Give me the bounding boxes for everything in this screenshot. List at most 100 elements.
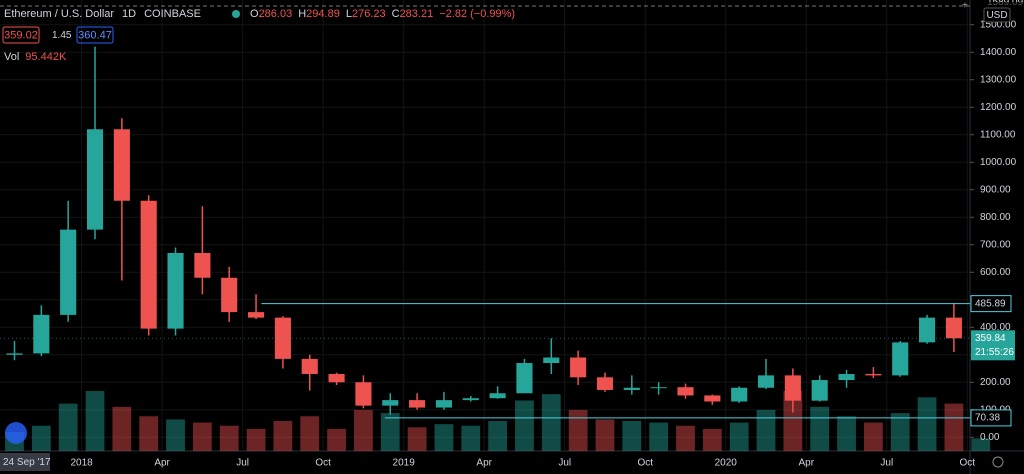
ohlc-value: 283.21 bbox=[400, 8, 434, 20]
overlay: Ethereum / U.S. Dollar 1D COINBASE O286.03… bbox=[2, 8, 515, 63]
candle-body bbox=[489, 393, 506, 399]
volume-label: Vol bbox=[4, 51, 19, 63]
volume-bar bbox=[166, 419, 185, 451]
y-tick-label: 600.00 bbox=[980, 267, 1011, 278]
candle-body bbox=[650, 387, 667, 389]
candle-body bbox=[570, 357, 587, 378]
candle-body bbox=[757, 375, 775, 388]
volume-bar bbox=[488, 421, 508, 451]
volume-bar bbox=[944, 403, 964, 451]
ohlc-key: L bbox=[346, 8, 352, 20]
ask-box[interactable] bbox=[76, 26, 114, 44]
ohlc-value: 276.23 bbox=[352, 8, 386, 20]
last-price-box bbox=[971, 330, 1015, 361]
x-tick-label: Oct bbox=[960, 458, 976, 469]
volume-bar bbox=[139, 416, 159, 451]
x-tick-label: Apr bbox=[798, 458, 814, 469]
volume-bar bbox=[380, 413, 400, 451]
candle-body bbox=[945, 317, 962, 339]
settings[interactable] bbox=[992, 456, 1004, 468]
bid-box[interactable] bbox=[2, 26, 40, 44]
volume-bar bbox=[273, 421, 293, 451]
symbol: Ethereum / U.S. Dollar bbox=[4, 8, 114, 20]
volume-bar bbox=[756, 409, 776, 451]
candle-body bbox=[677, 387, 694, 396]
x-tick-label: Oct bbox=[637, 458, 653, 469]
candle-body bbox=[33, 314, 50, 354]
volume-bar bbox=[810, 406, 830, 451]
interval: 1D bbox=[122, 8, 136, 20]
legend-title: Ethereum / U.S. Dollar 1D COINBASE bbox=[4, 8, 201, 20]
volume-bar bbox=[192, 422, 212, 451]
logo bbox=[5, 422, 27, 444]
currency: USD bbox=[986, 10, 1007, 21]
y-tick-label: 1400.00 bbox=[980, 47, 1017, 58]
x-tick-label: 2018 bbox=[70, 458, 93, 469]
y-tick-label: 1500.00 bbox=[980, 19, 1017, 30]
y-tick-label: 200.00 bbox=[980, 377, 1011, 388]
candle-body bbox=[838, 374, 855, 381]
volume-bar bbox=[568, 409, 588, 451]
ohlc-key: C bbox=[392, 8, 400, 20]
volume-bar bbox=[461, 425, 481, 451]
ohlc-value: 294.89 bbox=[306, 8, 340, 20]
candle-body bbox=[248, 312, 265, 318]
candle-body bbox=[86, 129, 104, 230]
candle-body bbox=[140, 200, 157, 329]
candle-body bbox=[301, 358, 318, 374]
volume-bar bbox=[595, 419, 615, 451]
volume-bar bbox=[327, 428, 346, 451]
candle-body bbox=[919, 317, 936, 343]
price-label: 70.38 bbox=[975, 413, 1000, 424]
y-tick-label: 900.00 bbox=[980, 184, 1011, 195]
volume-bar bbox=[729, 422, 749, 451]
y-tick-label: 1000.00 bbox=[980, 157, 1017, 168]
candle-body bbox=[811, 380, 828, 401]
volume-bar bbox=[407, 427, 427, 451]
candle-body bbox=[382, 400, 399, 406]
ohlc-value: 286.03 bbox=[259, 8, 293, 20]
x-tick-label: Apr bbox=[476, 458, 492, 469]
cursor-date-box bbox=[0, 453, 50, 471]
x-tick-label: Jul bbox=[558, 458, 571, 469]
ohlc-key: O bbox=[250, 8, 259, 20]
candle-body bbox=[355, 382, 372, 406]
candle-body bbox=[435, 400, 452, 408]
cursor-date: 24 Sep '17 bbox=[3, 457, 51, 468]
candle-body bbox=[328, 374, 345, 383]
candle-body bbox=[409, 400, 426, 408]
countdown: 21:55:26 bbox=[975, 347, 1014, 358]
price-label: 485.89 bbox=[975, 298, 1006, 309]
volume-bar bbox=[971, 438, 991, 451]
x-tick-label: 2020 bbox=[715, 458, 738, 469]
candle-body bbox=[784, 375, 801, 401]
volume-legend: Vol 95.442K bbox=[4, 51, 67, 63]
candle-body bbox=[892, 342, 909, 376]
candle-body bbox=[167, 253, 184, 329]
currency-box bbox=[983, 7, 1011, 23]
volume-bar bbox=[300, 416, 320, 451]
candle-body bbox=[704, 395, 721, 402]
x-tick-label: Jul bbox=[880, 458, 893, 469]
y-tick-label: 1200.00 bbox=[980, 102, 1017, 113]
candle-body bbox=[623, 387, 640, 390]
x-tick-label: Jul bbox=[236, 458, 249, 469]
volume-bar bbox=[863, 422, 883, 451]
status-dot bbox=[232, 10, 240, 18]
axis-menu bbox=[984, 2, 1024, 10]
y-tick-label: 700.00 bbox=[980, 239, 1011, 250]
candle-body bbox=[274, 317, 291, 359]
spread: 1.45 bbox=[52, 30, 72, 41]
volume-bar bbox=[85, 391, 105, 451]
x-tick-label: Apr bbox=[154, 458, 170, 469]
change: −2.82 (−0.99%) bbox=[439, 8, 515, 20]
y-tick-label: 0.00 bbox=[980, 432, 1000, 443]
volume-bar bbox=[649, 422, 669, 451]
candle-body bbox=[516, 363, 533, 394]
volume-bar bbox=[434, 424, 454, 451]
candle-body bbox=[221, 277, 238, 313]
candle-body bbox=[865, 374, 882, 376]
price-label-box bbox=[970, 409, 1012, 427]
